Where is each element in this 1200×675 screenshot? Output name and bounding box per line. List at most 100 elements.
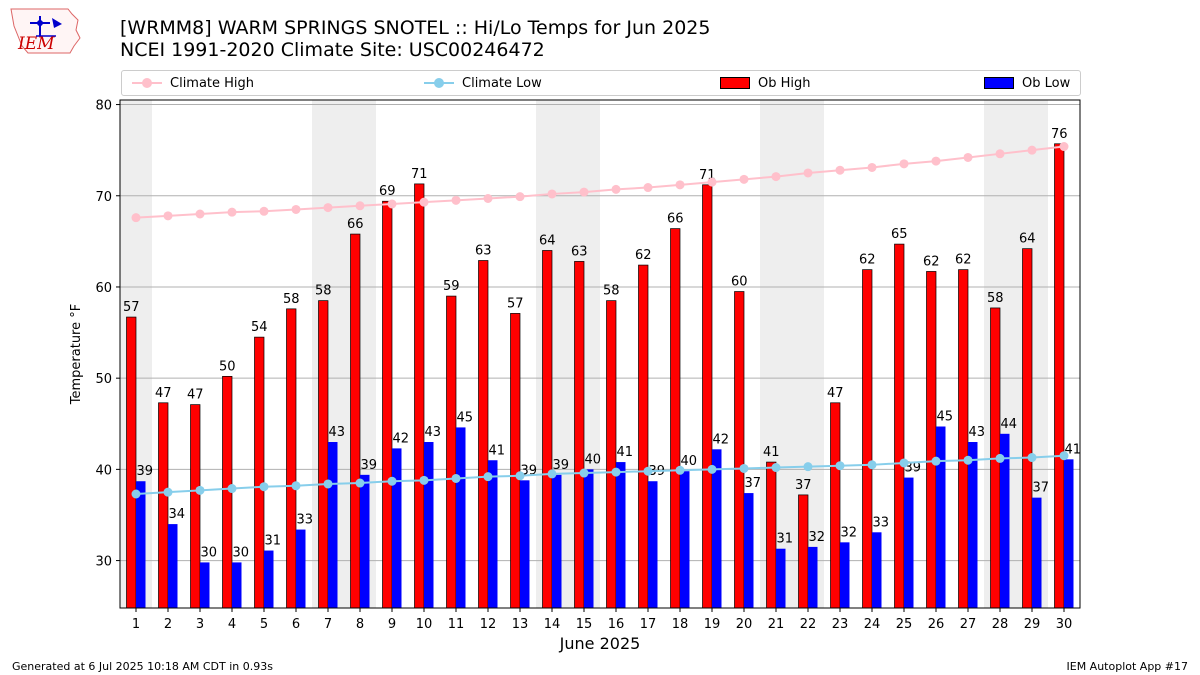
climate-high-point: [739, 174, 749, 184]
ob-low-bar: [776, 548, 786, 608]
climate-high-point: [387, 199, 397, 209]
ob-low-bar: [296, 529, 306, 608]
y-tick-label: 80: [95, 99, 112, 114]
x-tick-label: 13: [512, 617, 529, 632]
ob-high-value-label: 63: [571, 244, 588, 259]
climate-low-point: [707, 464, 717, 474]
climate-low-point: [579, 468, 589, 478]
ob-high-value-label: 59: [443, 279, 460, 294]
climate-low-point: [291, 481, 301, 491]
x-tick-label: 28: [992, 617, 1009, 632]
x-tick-label: 16: [608, 617, 625, 632]
title-line-2: NCEI 1991-2020 Climate Site: USC00246472: [120, 39, 545, 61]
climate-high-point: [195, 209, 205, 219]
ob-high-bar: [1054, 143, 1065, 609]
climate-high-point: [419, 197, 429, 207]
ob-low-bar: [808, 546, 818, 608]
x-tick-label: 29: [1024, 617, 1041, 632]
legend-climate-high: Climate High: [132, 74, 254, 92]
ob-low-bar: [616, 462, 626, 608]
climate-high-point: [291, 204, 301, 214]
climate-high-point: [483, 193, 493, 203]
ob-high-bar: [350, 233, 361, 609]
legend-label: Climate High: [170, 75, 255, 91]
ob-high-bar: [510, 313, 521, 609]
climate-high-point: [771, 172, 781, 182]
ob-high-bar: [478, 260, 489, 609]
ob-low-value-label: 40: [680, 454, 697, 469]
ob-low-value-label: 33: [872, 515, 889, 530]
climate-low-point: [611, 467, 621, 477]
climate-high-point: [611, 184, 621, 194]
ob-high-bar: [446, 295, 457, 609]
ob-low-value-label: 39: [552, 458, 569, 473]
ob-high-value-label: 47: [187, 388, 204, 403]
ob-high-bar: [574, 261, 585, 609]
footer-app: IEM Autoplot App #17: [1066, 660, 1189, 673]
ob-low-bar: [872, 532, 882, 608]
ob-low-bar: [840, 542, 850, 608]
title-line-1: [WRMM8] WARM SPRINGS SNOTEL :: Hi/Lo Tem…: [120, 17, 711, 39]
climate-low-point: [931, 456, 941, 466]
ob-high-value-label: 37: [795, 478, 812, 493]
ob-low-value-label: 45: [456, 410, 473, 425]
ob-high-bar: [254, 336, 265, 609]
climate-low-point: [1027, 453, 1037, 463]
climate-high-point: [547, 189, 557, 199]
climate-low-point: [675, 465, 685, 475]
y-axis-label: Temperature °F: [69, 304, 84, 405]
chart-title: [WRMM8] WARM SPRINGS SNOTEL :: Hi/Lo Tem…: [120, 17, 710, 61]
ob-low-bar: [648, 481, 658, 608]
climate-low-point: [227, 484, 237, 494]
ob-low-bar: [200, 562, 210, 608]
ob-high-value-label: 47: [155, 386, 172, 401]
ob-low-value-label: 41: [488, 443, 505, 458]
ob-low-bar: [328, 442, 338, 608]
ob-high-value-label: 63: [475, 244, 492, 259]
ob-low-value-label: 39: [136, 464, 153, 479]
climate-low-swatch: [424, 77, 454, 89]
x-tick-label: 27: [960, 617, 977, 632]
climate-low-point: [355, 478, 365, 488]
x-tick-label: 2: [164, 617, 172, 632]
iem-logo: IEM: [10, 8, 81, 54]
climate-low-point: [323, 479, 333, 489]
climate-low-point: [963, 455, 973, 465]
ob-low-value-label: 33: [296, 513, 313, 528]
climate-high-point: [803, 168, 813, 178]
ob-high-value-label: 76: [1051, 127, 1068, 142]
climate-low-point: [1059, 451, 1069, 461]
ob-high-bar: [734, 291, 745, 609]
climate-high-point: [643, 183, 653, 193]
climate-high-point: [995, 149, 1005, 159]
ob-low-bar: [904, 477, 914, 608]
ob-low-bar: [424, 442, 434, 608]
climate-high-point: [451, 195, 461, 205]
ob-low-value-label: 41: [1064, 442, 1081, 457]
ob-low-bar: [456, 427, 466, 608]
climate-low-point: [195, 485, 205, 495]
climate-high-point: [835, 165, 845, 175]
ob-high-bar: [638, 264, 649, 609]
ob-low-bar: [488, 460, 498, 608]
climate-high-swatch: [132, 77, 162, 89]
ob-low-value-label: 37: [1032, 481, 1049, 496]
ob-high-bar: [126, 316, 137, 609]
ob-high-value-label: 47: [827, 386, 844, 401]
ob-low-value-label: 39: [360, 458, 377, 473]
ob-low-value-label: 42: [712, 432, 729, 447]
climate-high-point: [259, 206, 269, 216]
ob-high-swatch: [720, 77, 750, 89]
x-tick-label: 15: [576, 617, 593, 632]
ob-high-bar: [1022, 248, 1033, 609]
x-tick-label: 1: [132, 617, 140, 632]
climate-high-point: [899, 159, 909, 169]
x-tick-label: 14: [544, 617, 561, 632]
ob-high-bar: [702, 184, 713, 609]
climate-high-point: [1027, 145, 1037, 155]
x-tick-label: 5: [260, 617, 268, 632]
ob-high-bar: [414, 183, 425, 609]
ob-low-value-label: 31: [264, 534, 281, 549]
ob-low-value-label: 42: [392, 431, 409, 446]
ob-low-bar: [584, 469, 594, 608]
